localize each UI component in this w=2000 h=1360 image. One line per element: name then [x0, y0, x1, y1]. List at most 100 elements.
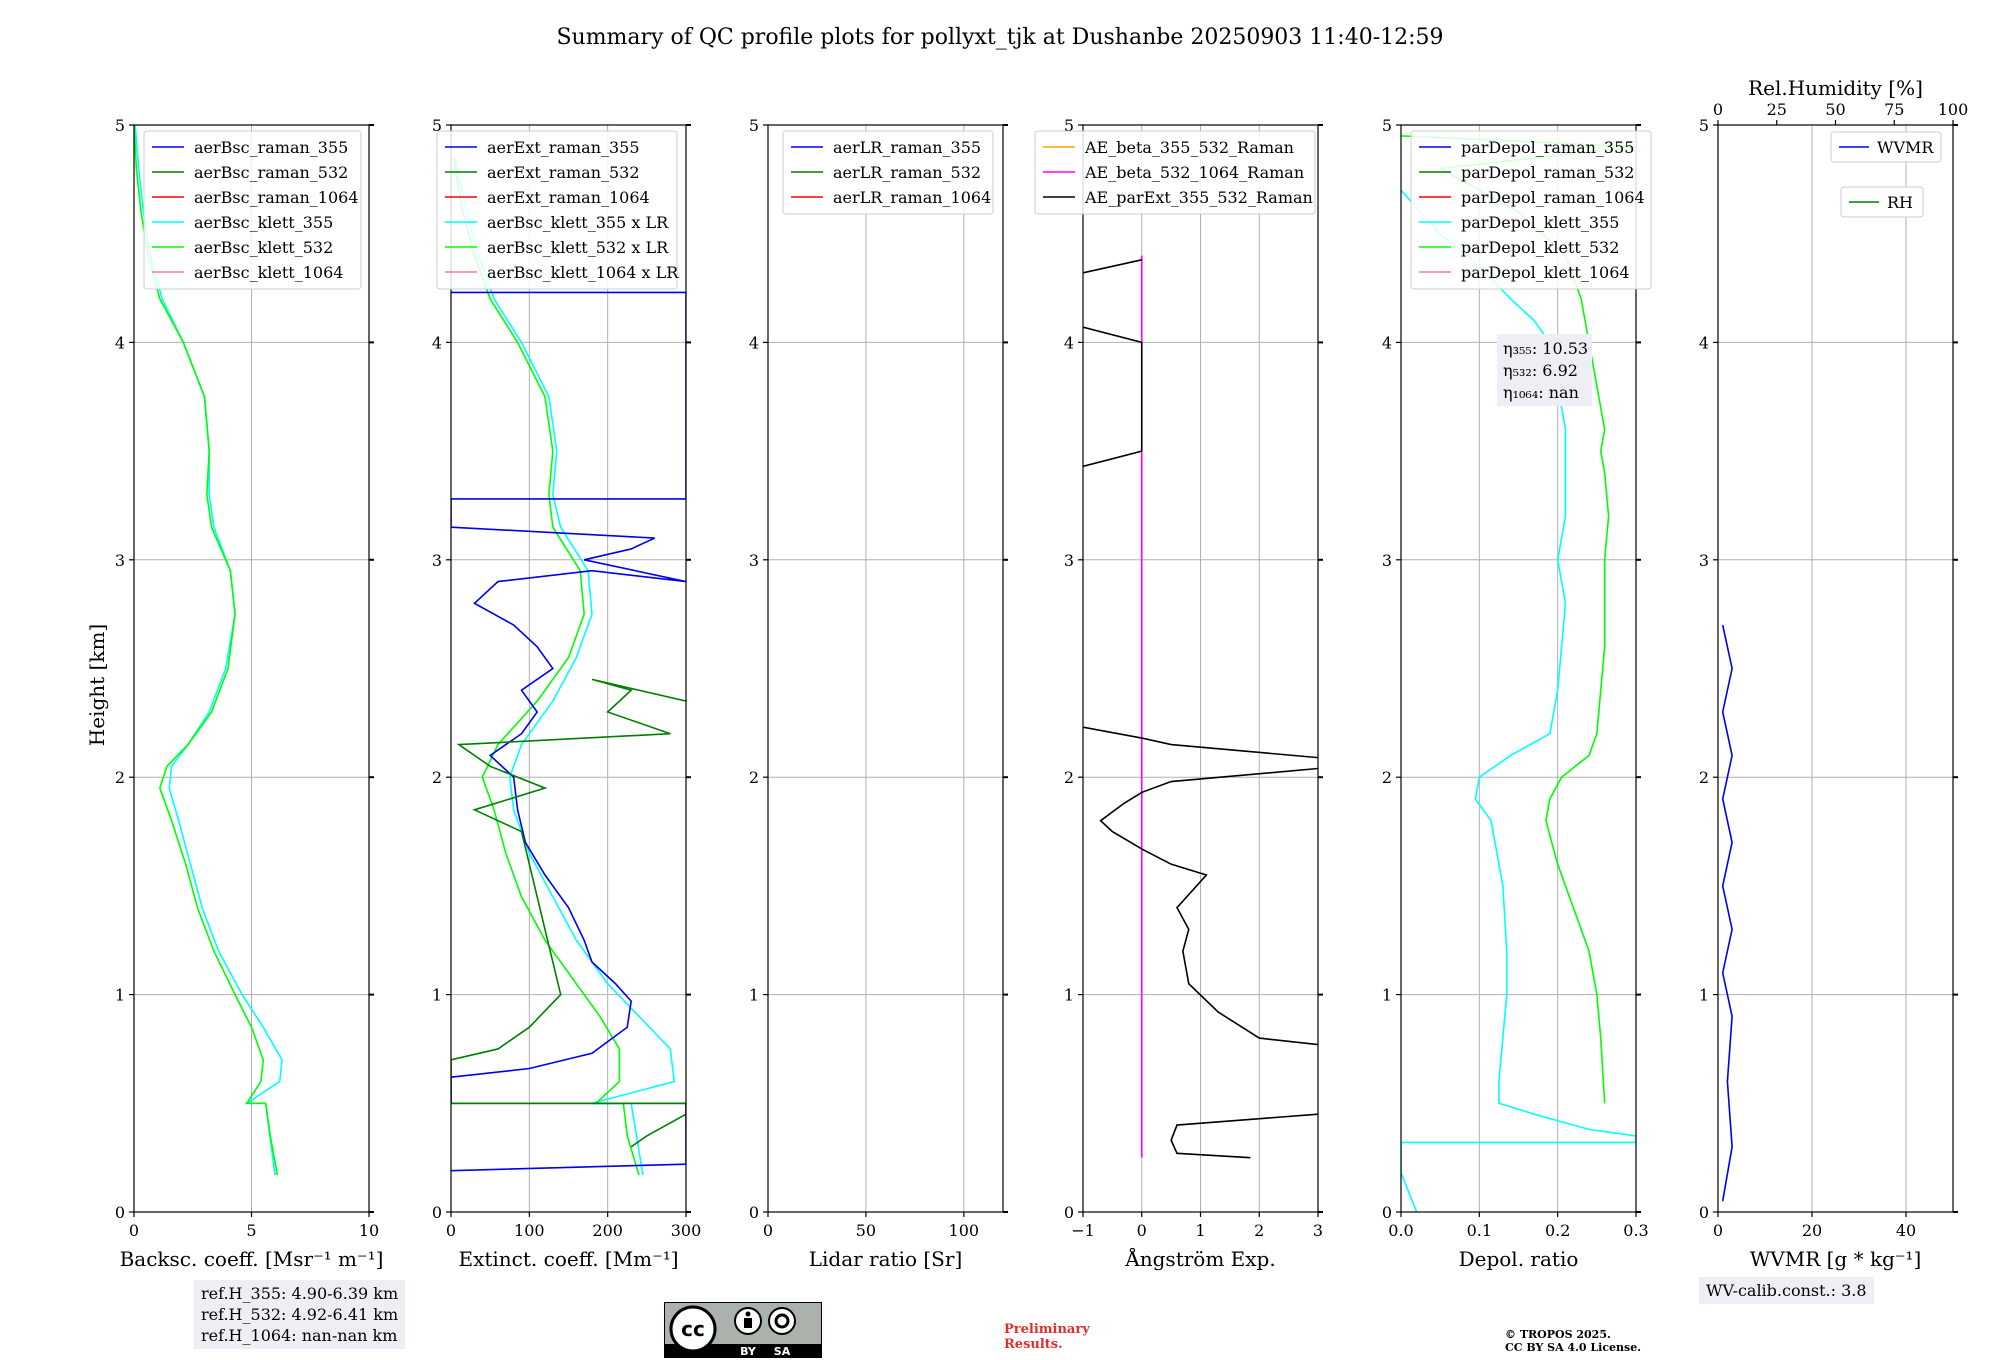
- eta-annotation-line: η₅₃₂: 6.92: [1503, 361, 1578, 380]
- series-line-aerbsc-klett-355: [134, 125, 283, 1176]
- ref-h-355: ref.H_355: 4.90-6.39 km: [201, 1284, 399, 1303]
- panel-bsc: 0 1 2 3 4 5 0 5 10 Backsc. coeff. [Msr⁻¹ m⁻¹] aerB…: [115, 116, 384, 1271]
- legend-label: aerBsc_klett_532: [194, 238, 333, 257]
- x-tick-label: 1: [1195, 1221, 1205, 1240]
- x-tick-label: 50: [856, 1221, 876, 1240]
- cc-by-sa-license-badge: cc BY SA: [664, 1302, 822, 1358]
- x2-tick-label: 100: [1938, 100, 1969, 119]
- legend-label: parDepol_raman_355: [1461, 138, 1634, 157]
- grid-wv: [1717, 124, 1953, 1213]
- svg-text:cc: cc: [681, 1317, 705, 1341]
- x-axis-label: Lidar ratio [Sr]: [809, 1247, 963, 1271]
- ref-h-532: ref.H_532: 4.92-6.41 km: [201, 1305, 399, 1324]
- eta-annotation-line: η₃₅₅: 10.53: [1503, 339, 1588, 358]
- y-tick-label: 0: [115, 1203, 125, 1222]
- copyright-line-2: CC BY SA 4.0 License.: [1505, 1341, 1642, 1354]
- legend-label: parDepol_klett_355: [1461, 213, 1619, 232]
- legend-label: RH: [1887, 193, 1913, 212]
- series-line-ae-parext-355-532-raman: [1083, 259, 1142, 274]
- y-tick-label: 5: [749, 116, 759, 135]
- legend-label: aerExt_raman_1064: [487, 188, 650, 207]
- x-tick-label: 0.3: [1623, 1221, 1648, 1240]
- legend-box: [782, 130, 994, 215]
- y-tick-label: 2: [115, 768, 125, 787]
- series-line-ae-parext-355-532-raman: [1170, 1113, 1318, 1159]
- x-axis-label: Depol. ratio: [1459, 1247, 1579, 1271]
- series-line-aerbsc-klett-532-x-lr: [452, 157, 640, 1176]
- copyright-line-1: © TROPOS 2025.: [1505, 1328, 1611, 1341]
- series-line-ae-parext-355-532-raman: [1083, 326, 1143, 468]
- panel-ext: 0 1 2 3 4 5 0 100 200 300 Extinct. coeff. [Mm⁻¹] ae…: [432, 116, 701, 1271]
- series-group-bsc: [134, 125, 283, 1176]
- y-tick-label: 1: [1699, 986, 1709, 1005]
- legend-label: parDepol_klett_1064: [1461, 263, 1630, 282]
- legend-box-wvmr: [1830, 131, 1942, 163]
- x2-tick-label: 25: [1767, 100, 1787, 119]
- legend-box: [1034, 130, 1316, 215]
- y-tick-label: 0: [749, 1203, 759, 1222]
- x-axis-label: Backsc. coeff. [Msr⁻¹ m⁻¹]: [120, 1247, 384, 1271]
- y-axis-label: Height [km]: [85, 624, 109, 746]
- legend-box-rh: [1840, 186, 1924, 218]
- y-tick-label: 0: [1064, 1203, 1074, 1222]
- legend-label: AE_beta_532_1064_Raman: [1084, 163, 1304, 182]
- eta-annotation-box: [1497, 334, 1592, 406]
- x-axis-label: Extinct. coeff. [Mm⁻¹]: [458, 1247, 678, 1271]
- y-tick-label: 1: [115, 986, 125, 1005]
- y-tick-label: 4: [1382, 333, 1392, 352]
- x-axis-label: WVMR [g * kg⁻¹]: [1750, 1247, 1922, 1271]
- figure-title: Summary of QC profile plots for pollyxt_…: [556, 25, 1443, 50]
- y-tick-label: 3: [749, 551, 759, 570]
- y-tick-label: 3: [1064, 551, 1074, 570]
- reference-height-box: ref.H_355: 4.90-6.39 km ref.H_532: 4.92-…: [194, 1280, 406, 1349]
- y-tick-label: 5: [1064, 116, 1074, 135]
- legend-box: [143, 130, 362, 290]
- x-tick-label: 0: [1137, 1221, 1147, 1240]
- legend-label: parDepol_raman_1064: [1461, 188, 1645, 207]
- y-tick-label: 1: [1064, 986, 1074, 1005]
- preliminary-line-2: Results.: [1004, 1337, 1063, 1352]
- x-tick-label: 0: [129, 1221, 139, 1240]
- legend-label: aerBsc_klett_1064 x LR: [487, 263, 679, 282]
- x-tick-label: 0: [1713, 1221, 1723, 1240]
- share-alike-icon: [768, 1307, 796, 1335]
- legend-label: parDepol_klett_532: [1461, 238, 1619, 257]
- x-tick-label: 5: [246, 1221, 256, 1240]
- legend-label: AE_parExt_355_532_Raman: [1084, 188, 1313, 207]
- y-tick-label: 4: [749, 333, 759, 352]
- y-tick-label: 1: [432, 986, 442, 1005]
- legend-label: aerBsc_klett_532 x LR: [487, 238, 669, 257]
- y-tick-label: 4: [1064, 333, 1074, 352]
- x2-tick-label: 75: [1884, 100, 1904, 119]
- grid-lr: [767, 124, 1003, 1213]
- y-tick-label: 0: [432, 1203, 442, 1222]
- axes-frame: [767, 124, 1004, 1213]
- wv-calib-text: WV-calib.const.: 3.8: [1706, 1281, 1867, 1300]
- preliminary-line-1: Preliminary: [1004, 1322, 1090, 1337]
- ref-h-1064: ref.H_1064: nan-nan km: [201, 1326, 398, 1345]
- x-tick-label: 20: [1802, 1221, 1822, 1240]
- cc-icon: [669, 1305, 717, 1353]
- axes-frame: [450, 124, 687, 1213]
- preliminary-results-note: Preliminary Results.: [1004, 1322, 1090, 1352]
- x-tick-label: 0: [446, 1221, 456, 1240]
- x-tick-label: 100: [949, 1221, 980, 1240]
- x-tick-label: 100: [514, 1221, 545, 1240]
- x-tick-label: 40: [1896, 1221, 1916, 1240]
- legend-label: AE_beta_355_532_Raman: [1084, 138, 1294, 157]
- y-tick-label: 4: [115, 333, 125, 352]
- x-axis-label: Ångström Exp.: [1124, 1246, 1275, 1271]
- license-sa: SA: [774, 1345, 791, 1358]
- y-tick-label: 4: [432, 333, 442, 352]
- legend-label: aerBsc_klett_355 x LR: [487, 213, 669, 232]
- y-tick-label: 4: [1699, 333, 1709, 352]
- x-tick-label: 10: [359, 1221, 379, 1240]
- x2-axis-label: Rel.Humidity [%]: [1748, 76, 1923, 100]
- y-tick-label: 5: [1382, 116, 1392, 135]
- y-tick-label: 2: [1382, 768, 1392, 787]
- legend-label: aerExt_raman_532: [487, 163, 640, 182]
- series-group-wv: [1721, 624, 1733, 1202]
- legend-box: [1410, 130, 1652, 290]
